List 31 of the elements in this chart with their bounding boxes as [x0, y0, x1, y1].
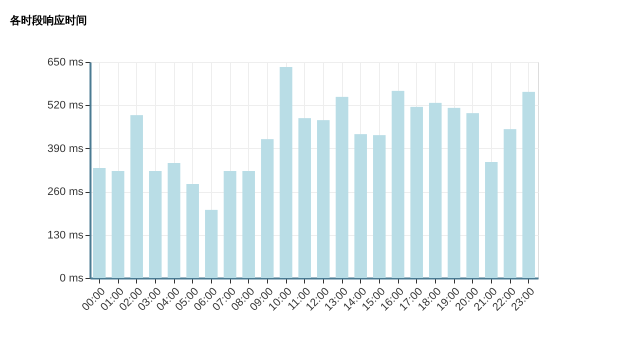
bar [205, 210, 218, 278]
y-tick-label: 130 ms [47, 229, 84, 242]
bar [317, 120, 330, 278]
bar [168, 163, 180, 278]
bar [112, 170, 124, 278]
bar [466, 113, 479, 278]
bar [373, 135, 386, 278]
bar [336, 96, 348, 278]
bar [93, 168, 106, 278]
bar [522, 92, 535, 278]
y-tick-label: 650 ms [47, 56, 84, 68]
y-tick-label: 260 ms [47, 186, 84, 198]
bar [242, 170, 255, 278]
bar [504, 129, 516, 278]
chart-title: 各时段响应时间 [9, 14, 87, 27]
bar [485, 162, 498, 278]
y-tick-label: 520 ms [47, 100, 84, 112]
bar [280, 66, 292, 278]
bar [429, 102, 442, 278]
bar [224, 170, 236, 278]
bar [186, 184, 199, 278]
bar [261, 139, 274, 278]
bar [410, 106, 423, 278]
bar [392, 90, 404, 278]
bar [130, 115, 143, 278]
bar [149, 170, 162, 278]
bar [354, 134, 367, 278]
y-tick-label: 390 ms [47, 142, 84, 155]
bar [448, 108, 460, 278]
y-tick-label: 0 ms [60, 272, 84, 284]
bar [298, 118, 311, 278]
